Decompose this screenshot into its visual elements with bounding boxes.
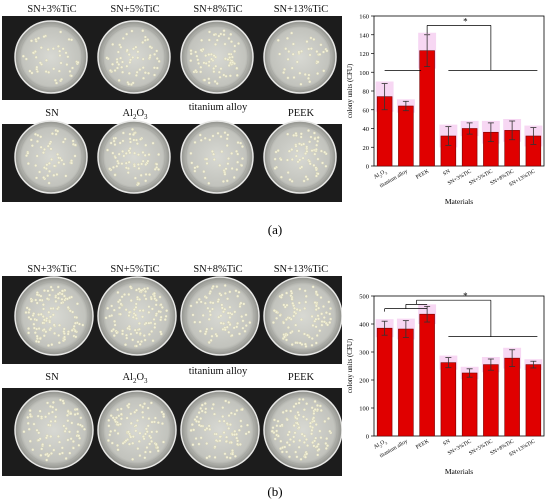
bar <box>376 327 393 437</box>
x-axis-title: Materials <box>445 197 473 206</box>
y-tick-label: 120 <box>359 51 369 58</box>
plate-label: SN <box>45 108 59 119</box>
petri-dish <box>14 390 94 470</box>
plate-label: titanium alloy <box>188 102 248 113</box>
petri-dish <box>97 120 171 194</box>
petri-dish <box>97 390 177 470</box>
plate-label: SN <box>45 372 59 383</box>
x-tick-label: PEEK <box>415 439 430 451</box>
y-tick-label: 80 <box>363 89 370 96</box>
error-bar <box>381 83 388 111</box>
y-tick-label: 100 <box>359 70 369 77</box>
plate-label: SN+5%TiC <box>110 4 160 15</box>
petri-dish <box>14 20 88 94</box>
label-strip <box>2 262 342 276</box>
culture-plate-photo: SN+3%TiC SN+5%TiC SN+8%TiC SN+13%TiC SN Al2O3… <box>2 262 342 476</box>
y-tick-label: 20 <box>363 145 370 152</box>
error-bar <box>466 368 473 378</box>
y-tick-label: 160 <box>359 14 369 21</box>
plate-label: SN+5%TiC <box>110 264 160 275</box>
plot-frame <box>373 295 545 437</box>
y-tick-label: 0 <box>366 164 369 171</box>
plate-label: Al2O3 <box>122 372 148 386</box>
plate-label: Al2O3 <box>122 108 148 122</box>
petri-dish <box>97 276 177 356</box>
error-bar <box>402 320 409 338</box>
bar <box>504 357 520 437</box>
petri-dish <box>180 20 254 94</box>
error-bar <box>509 349 516 367</box>
y-tick-label: 400 <box>359 322 369 329</box>
plate-label: titanium alloy <box>188 366 248 377</box>
error-bar <box>530 127 537 145</box>
petri-dish <box>97 20 171 94</box>
plate-label: SN+13%TiC <box>273 4 329 15</box>
y-tick-label: 300 <box>359 350 369 357</box>
x-axis-title: Materials <box>445 467 473 476</box>
plate-label: SN+8%TiC <box>193 4 243 15</box>
significance-star: * <box>463 16 468 26</box>
bar <box>419 50 435 167</box>
error-bar <box>509 120 516 141</box>
petri-dish <box>180 276 260 356</box>
error-bar <box>445 126 452 146</box>
significance-star: * <box>463 291 468 301</box>
plate-label: SN+13%TiC <box>273 264 329 275</box>
error-bar <box>445 357 452 369</box>
plate-label: PEEK <box>287 108 315 119</box>
culture-plate-photo: SN+3%TiC SN+5%TiC SN+8%TiC SN+13%TiC SN Al2O3… <box>2 2 342 202</box>
y-axis-title: colony units (CFU) <box>346 338 354 393</box>
y-tick-label: 100 <box>359 406 369 413</box>
plate-label: SN+8%TiC <box>193 264 243 275</box>
label-strip <box>2 100 342 124</box>
y-tick-label: 140 <box>359 32 369 39</box>
x-tick-label: SN <box>442 169 451 178</box>
error-bar <box>466 122 473 135</box>
petri-dish <box>14 120 88 194</box>
petri-dish <box>263 120 337 194</box>
x-tick-label: SN <box>442 439 451 448</box>
petri-dish <box>263 390 342 470</box>
label-strip <box>2 2 342 16</box>
x-tick-label: PEEK <box>415 169 430 181</box>
label-strip <box>2 364 342 388</box>
error-bar <box>424 305 431 323</box>
bar <box>440 362 457 437</box>
error-bar <box>381 320 388 336</box>
error-bar <box>487 122 494 143</box>
plate-label: SN+3%TiC <box>27 264 77 275</box>
bar <box>398 105 414 167</box>
panel-caption: (b) <box>267 484 283 499</box>
panel-caption: (a) <box>267 222 283 237</box>
y-tick-label: 0 <box>366 434 369 441</box>
y-tick-label: 40 <box>363 126 370 133</box>
petri-dish <box>263 276 342 356</box>
petri-dish <box>180 120 254 194</box>
error-bar <box>487 358 494 371</box>
plate-label: SN+3%TiC <box>27 4 77 15</box>
petri-dish <box>180 390 260 470</box>
error-bar <box>402 100 409 112</box>
y-tick-label: 60 <box>363 107 370 114</box>
significance-bracket <box>384 25 538 71</box>
y-tick-label: 200 <box>359 378 369 385</box>
bar <box>461 372 478 437</box>
bar <box>525 364 542 437</box>
plate-label: PEEK <box>287 372 315 383</box>
y-axis-title: colony units (CFU) <box>346 63 354 118</box>
bar <box>398 328 414 437</box>
bar <box>419 313 435 437</box>
significance-bracket <box>384 299 538 337</box>
error-bar <box>530 360 537 369</box>
error-bar <box>424 34 431 68</box>
bar <box>483 364 499 437</box>
petri-dish <box>14 276 94 356</box>
y-tick-label: 500 <box>359 294 369 301</box>
petri-dish <box>263 20 337 94</box>
